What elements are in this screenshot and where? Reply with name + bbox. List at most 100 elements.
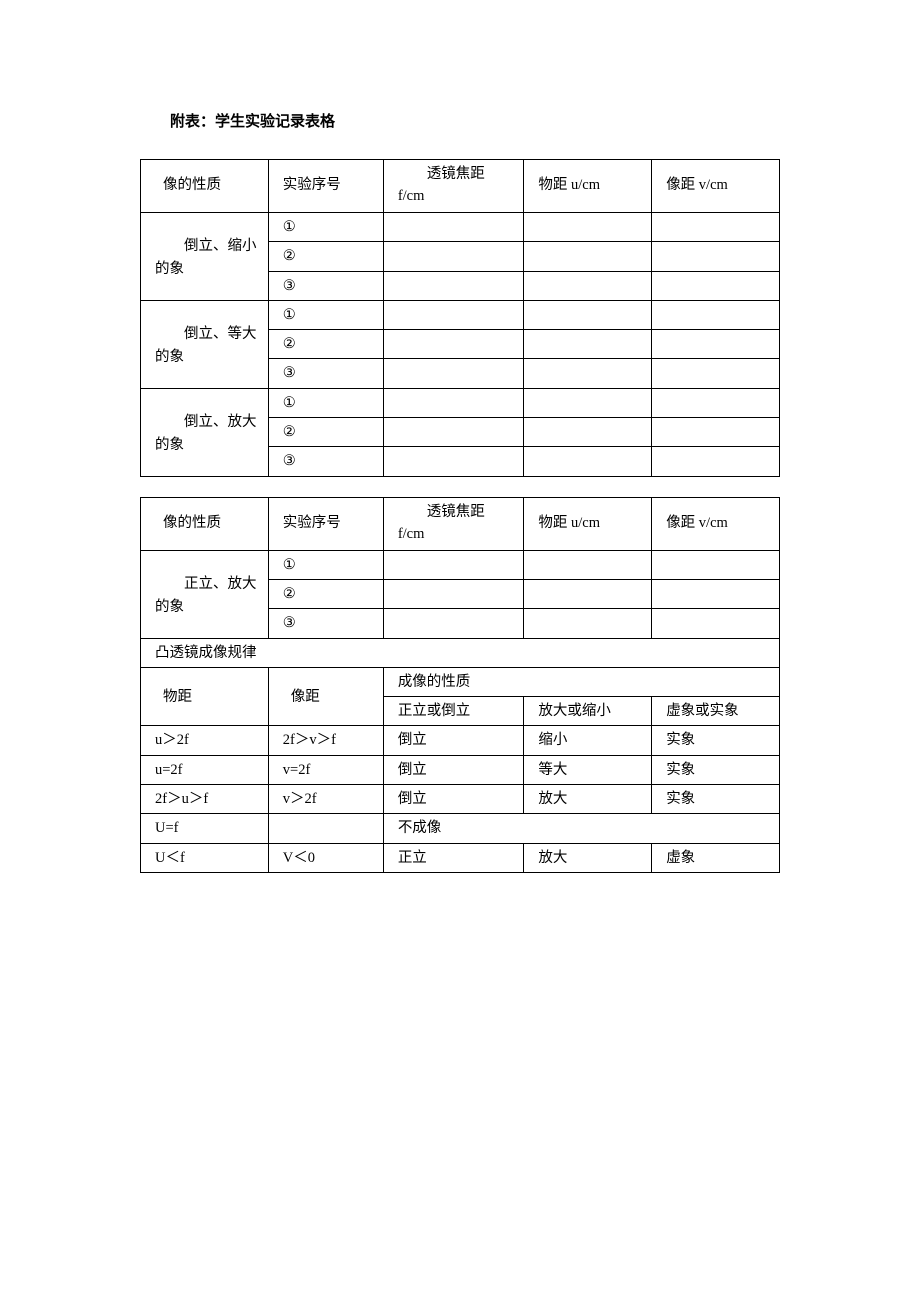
exp-num: ③ (268, 271, 383, 300)
exp-num: ① (268, 300, 383, 329)
rules-row: u＞2f 2f＞v＞f 倒立 缩小 实象 (141, 726, 780, 755)
rules-title: 凸透镜成像规律 (141, 638, 780, 667)
header-image-distance: 像距 v/cm (652, 497, 780, 550)
cell-empty (383, 447, 524, 476)
cell-empty (383, 550, 524, 579)
rules-subheader-magnification: 放大或缩小 (524, 697, 652, 726)
rules-cell: 正立 (383, 843, 524, 872)
table-gap (140, 477, 780, 497)
rules-cell: 实象 (652, 785, 780, 814)
rules-header-image-distance: 像距 (268, 667, 383, 726)
rules-header-object-distance: 物距 (141, 667, 269, 726)
exp-num: ③ (268, 609, 383, 638)
table-row: 倒立、缩小的象 ① (141, 213, 780, 242)
table-row: 倒立、放大的象 ① (141, 388, 780, 417)
header-focal-length-line2: f/cm (398, 188, 425, 204)
cell-empty (652, 271, 780, 300)
cell-empty (652, 579, 780, 608)
header-image-property: 像的性质 (141, 497, 269, 550)
header-image-property: 像的性质 (141, 160, 269, 213)
header-experiment-number: 实验序号 (268, 497, 383, 550)
rules-cell: 虚象 (652, 843, 780, 872)
header-focal-length: 透镜焦距 f/cm (383, 160, 524, 213)
cell-empty (524, 271, 652, 300)
cell-empty (524, 418, 652, 447)
cell-empty (524, 579, 652, 608)
header-object-distance: 物距 u/cm (524, 497, 652, 550)
rules-cell: u=2f (141, 755, 269, 784)
cell-empty (652, 418, 780, 447)
cell-empty (524, 300, 652, 329)
rules-cell: v＞2f (268, 785, 383, 814)
cell-empty (652, 447, 780, 476)
cell-empty (383, 359, 524, 388)
rules-row: U=f 不成像 (141, 814, 780, 843)
exp-num: ① (268, 388, 383, 417)
cell-empty (652, 213, 780, 242)
rules-cell: 实象 (652, 726, 780, 755)
rules-subheader-type: 虚象或实象 (652, 697, 780, 726)
rules-cell: U＜f (141, 843, 269, 872)
exp-num: ② (268, 330, 383, 359)
cell-empty (524, 447, 652, 476)
cell-empty (524, 330, 652, 359)
exp-num: ② (268, 242, 383, 271)
cell-empty (383, 388, 524, 417)
cell-empty (652, 359, 780, 388)
table-row: 正立、放大的象 ① (141, 550, 780, 579)
rules-cell: 实象 (652, 755, 780, 784)
rules-cell: V＜0 (268, 843, 383, 872)
cell-empty (652, 242, 780, 271)
rules-cell: 2f＞u＞f (141, 785, 269, 814)
group-label: 倒立、缩小的象 (141, 213, 269, 301)
rules-subheader-orientation: 正立或倒立 (383, 697, 524, 726)
rules-cell: u＞2f (141, 726, 269, 755)
rules-cell: 倒立 (383, 726, 524, 755)
exp-num: ③ (268, 359, 383, 388)
cell-empty (383, 213, 524, 242)
cell-empty (383, 300, 524, 329)
rules-cell: 倒立 (383, 755, 524, 784)
header-experiment-number: 实验序号 (268, 160, 383, 213)
cell-empty (652, 300, 780, 329)
group-label: 正立、放大的象 (141, 550, 269, 638)
rules-header-image-property: 成像的性质 (383, 667, 779, 696)
cell-empty (524, 359, 652, 388)
rules-cell: U=f (141, 814, 269, 843)
header-focal-length-line2: f/cm (398, 526, 425, 542)
page: 附表：学生实验记录表格 像的性质 实验序号 透镜焦距 f/cm 物距 u/cm … (0, 0, 920, 933)
header-image-distance: 像距 v/cm (652, 160, 780, 213)
cell-empty (524, 388, 652, 417)
exp-num: ③ (268, 447, 383, 476)
rules-cell: 缩小 (524, 726, 652, 755)
table-header-row: 像的性质 实验序号 透镜焦距 f/cm 物距 u/cm 像距 v/cm (141, 160, 780, 213)
cell-empty (383, 418, 524, 447)
rules-row: 2f＞u＞f v＞2f 倒立 放大 实象 (141, 785, 780, 814)
document-title: 附表：学生实验记录表格 (140, 110, 780, 131)
cell-empty (652, 609, 780, 638)
header-object-distance: 物距 u/cm (524, 160, 652, 213)
cell-empty (383, 330, 524, 359)
header-focal-length-line1: 透镜焦距 (398, 504, 485, 520)
cell-empty (524, 609, 652, 638)
table-header-row: 像的性质 实验序号 透镜焦距 f/cm 物距 u/cm 像距 v/cm (141, 497, 780, 550)
group-label: 倒立、等大的象 (141, 300, 269, 388)
cell-empty (652, 550, 780, 579)
experiment-record-table-1: 像的性质 实验序号 透镜焦距 f/cm 物距 u/cm 像距 v/cm 倒立、缩… (140, 159, 780, 477)
rules-cell: 放大 (524, 785, 652, 814)
rules-cell (268, 814, 383, 843)
rules-title-row: 凸透镜成像规律 (141, 638, 780, 667)
cell-empty (383, 579, 524, 608)
cell-empty (652, 388, 780, 417)
rules-cell: 等大 (524, 755, 652, 784)
cell-empty (524, 213, 652, 242)
cell-empty (383, 271, 524, 300)
rules-row: u=2f v=2f 倒立 等大 实象 (141, 755, 780, 784)
header-focal-length: 透镜焦距 f/cm (383, 497, 524, 550)
rules-header-row: 物距 像距 成像的性质 (141, 667, 780, 696)
rules-cell: 不成像 (383, 814, 779, 843)
rules-cell: 放大 (524, 843, 652, 872)
header-focal-length-line1: 透镜焦距 (398, 166, 485, 182)
exp-num: ② (268, 418, 383, 447)
table-row: 倒立、等大的象 ① (141, 300, 780, 329)
